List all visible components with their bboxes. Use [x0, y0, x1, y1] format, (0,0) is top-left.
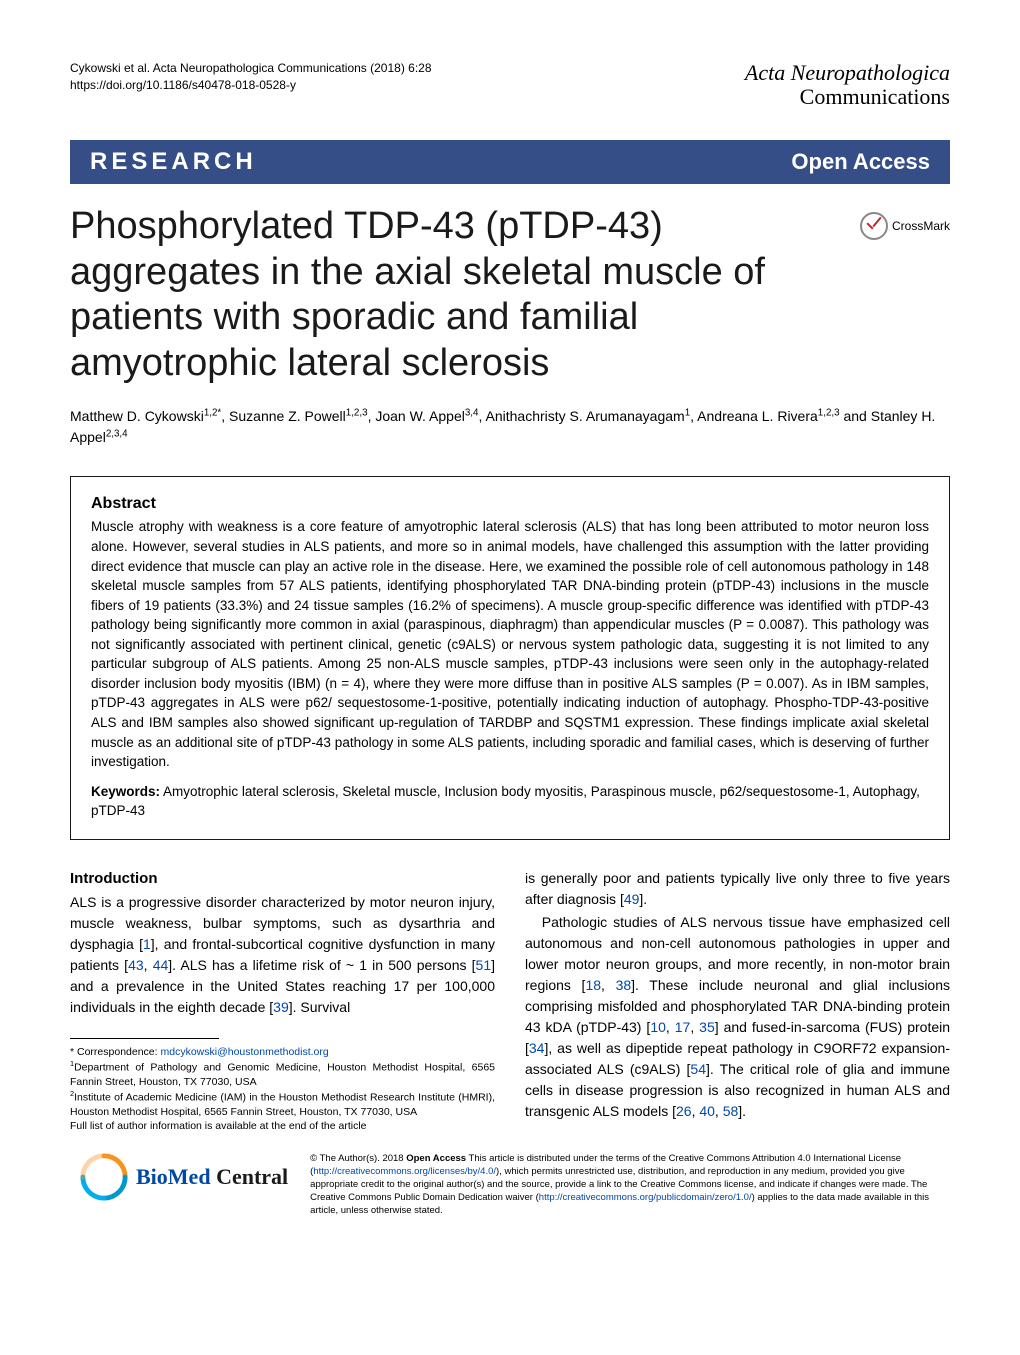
- ref-link[interactable]: 10: [650, 1019, 666, 1035]
- ref-link[interactable]: 18: [585, 977, 601, 993]
- correspondence-block: * Correspondence: mdcykowski@houstonmeth…: [70, 1045, 495, 1133]
- citation-block: Cykowski et al. Acta Neuropathologica Co…: [70, 60, 432, 94]
- ref-link[interactable]: 38: [616, 977, 632, 993]
- intro-paragraph-3: Pathologic studies of ALS nervous tissue…: [525, 912, 950, 1122]
- ref-link[interactable]: 49: [624, 891, 640, 907]
- intro-paragraph-2: is generally poor and patients typically…: [525, 868, 950, 910]
- correspondence-email[interactable]: mdcykowski@houstonmethodist.org: [160, 1046, 328, 1058]
- journal-name-line2: Communications: [745, 84, 950, 110]
- ref-link[interactable]: 54: [690, 1061, 706, 1077]
- ref-link[interactable]: 40: [699, 1103, 715, 1119]
- footnote-divider: [70, 1038, 219, 1039]
- left-column: Introduction ALS is a progressive disord…: [70, 868, 495, 1134]
- abstract-box: Abstract Muscle atrophy with weakness is…: [70, 476, 950, 839]
- crossmark-badge[interactable]: CrossMark: [860, 212, 950, 240]
- ref-link[interactable]: 17: [675, 1019, 691, 1035]
- authors-list: Matthew D. Cykowski1,2*, Suzanne Z. Powe…: [70, 406, 950, 448]
- keywords-label: Keywords:: [91, 784, 160, 799]
- introduction-section: Introduction ALS is a progressive disord…: [70, 868, 950, 1134]
- doi-text: https://doi.org/10.1186/s40478-018-0528-…: [70, 77, 432, 94]
- ref-link[interactable]: 51: [476, 957, 492, 973]
- license-text: © The Author(s). 2018 Open Access This a…: [310, 1153, 940, 1217]
- abstract-heading: Abstract: [91, 495, 929, 513]
- ref-link[interactable]: 35: [699, 1019, 715, 1035]
- biomed-central-logo: BioMed Central: [80, 1153, 288, 1201]
- license-footer: BioMed Central © The Author(s). 2018 Ope…: [70, 1153, 950, 1217]
- introduction-heading: Introduction: [70, 868, 495, 891]
- cc-waiver-link[interactable]: http://creativecommons.org/publicdomain/…: [539, 1192, 752, 1203]
- ref-link[interactable]: 44: [153, 957, 169, 973]
- bmc-logo-text: BioMed Central: [136, 1164, 288, 1190]
- affiliation-1: Department of Pathology and Genomic Medi…: [70, 1062, 495, 1088]
- full-author-list-note: Full list of author information is avail…: [70, 1120, 367, 1132]
- ref-link[interactable]: 34: [529, 1040, 545, 1056]
- article-type-banner: RESEARCH Open Access: [70, 140, 950, 184]
- right-column: is generally poor and patients typically…: [525, 868, 950, 1134]
- open-access-label: Open Access: [791, 149, 930, 175]
- page-header: Cykowski et al. Acta Neuropathologica Co…: [70, 60, 950, 110]
- crossmark-icon: [860, 212, 888, 240]
- citation-text: Cykowski et al. Acta Neuropathologica Co…: [70, 60, 432, 77]
- ref-link[interactable]: 58: [723, 1103, 739, 1119]
- keywords-list: Amyotrophic lateral sclerosis, Skeletal …: [91, 784, 920, 819]
- affiliation-2: Institute of Academic Medicine (IAM) in …: [70, 1092, 495, 1118]
- correspondence-label: * Correspondence:: [70, 1046, 160, 1058]
- crossmark-label: CrossMark: [892, 219, 950, 233]
- journal-name-line1: Acta Neuropathologica: [745, 60, 950, 86]
- ref-link[interactable]: 43: [128, 957, 144, 973]
- article-type-label: RESEARCH: [90, 148, 257, 176]
- keywords-block: Keywords: Amyotrophic lateral sclerosis,…: [91, 782, 929, 821]
- abstract-text: Muscle atrophy with weakness is a core f…: [91, 517, 929, 771]
- article-title: Phosphorylated TDP-43 (pTDP-43) aggregat…: [70, 204, 840, 386]
- ref-link[interactable]: 39: [273, 999, 289, 1015]
- journal-logo: Acta Neuropathologica Communications: [745, 60, 950, 110]
- cc-license-link[interactable]: http://creativecommons.org/licenses/by/4…: [313, 1166, 496, 1177]
- bmc-swirl-icon: [80, 1153, 128, 1201]
- intro-paragraph-1: ALS is a progressive disorder characteri…: [70, 892, 495, 1018]
- ref-link[interactable]: 1: [143, 936, 151, 952]
- ref-link[interactable]: 26: [676, 1103, 692, 1119]
